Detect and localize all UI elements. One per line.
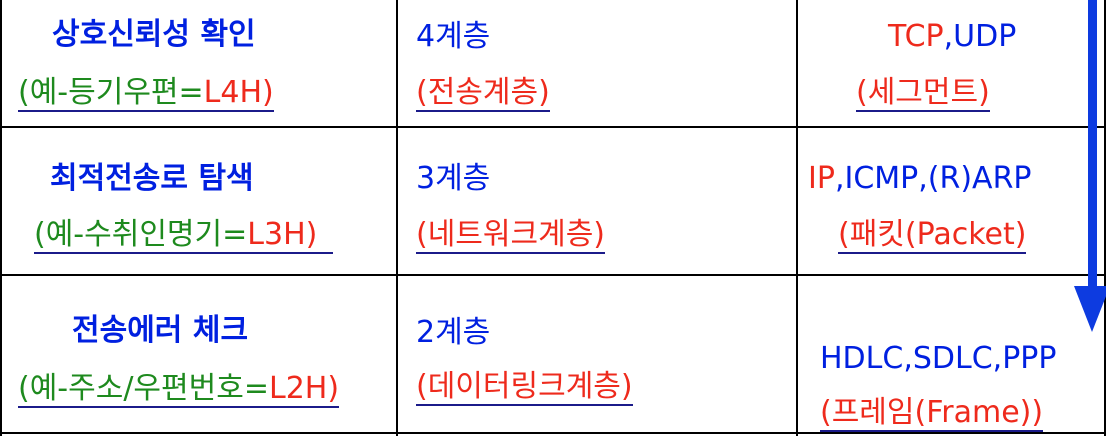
layer-name: (네트워크계층) [416, 217, 606, 254]
example-label: (예-수취인명기=L3H) [34, 217, 334, 254]
function-label: 상호신뢰성 확인 [52, 17, 256, 52]
arrow-down-icon [1074, 286, 1106, 332]
example-code: L4H) [203, 75, 274, 110]
protocol-list: TCP,UDP [888, 19, 1017, 54]
layer-number: 2계층 [416, 315, 491, 350]
row-divider-2 [0, 274, 1106, 276]
example-label: (예-등기우편=L4H) [18, 78, 274, 112]
column-divider-2 [796, 0, 798, 436]
protocol-list: IP,ICMP,(R)ARP [808, 161, 1032, 196]
protocol-list: HDLC,SDLC,PPP [820, 341, 1057, 376]
row-divider-1 [0, 126, 1106, 128]
table-right-border [1104, 0, 1106, 436]
example-prefix: (예-등기우편= [18, 75, 204, 110]
table-bottom-border [0, 432, 1106, 434]
example-prefix: (예-수취인명기= [34, 217, 248, 252]
data-unit: (패킷(Packet) [838, 217, 1027, 254]
layer-name: (데이터링크계층) [416, 369, 633, 406]
layer-name: (전송계층) [416, 75, 550, 112]
function-label: 최적전송로 탐색 [50, 161, 254, 196]
example-label: (예-주소/우편번호=L2H) [18, 371, 340, 408]
downward-arrow-shaft [1088, 0, 1097, 300]
example-prefix: (예-주소/우편번호= [18, 371, 269, 406]
function-label: 전송에러 체크 [72, 313, 249, 348]
example-code: L2H) [268, 371, 340, 406]
data-unit: (세그먼트) [856, 75, 990, 112]
data-unit: (프레임(Frame)) [820, 395, 1044, 432]
example-code: L3H) [247, 217, 318, 252]
table-left-border [0, 0, 2, 436]
layer-number: 4계층 [416, 19, 491, 54]
layer-number: 3계층 [416, 161, 491, 196]
column-divider-1 [396, 0, 398, 436]
